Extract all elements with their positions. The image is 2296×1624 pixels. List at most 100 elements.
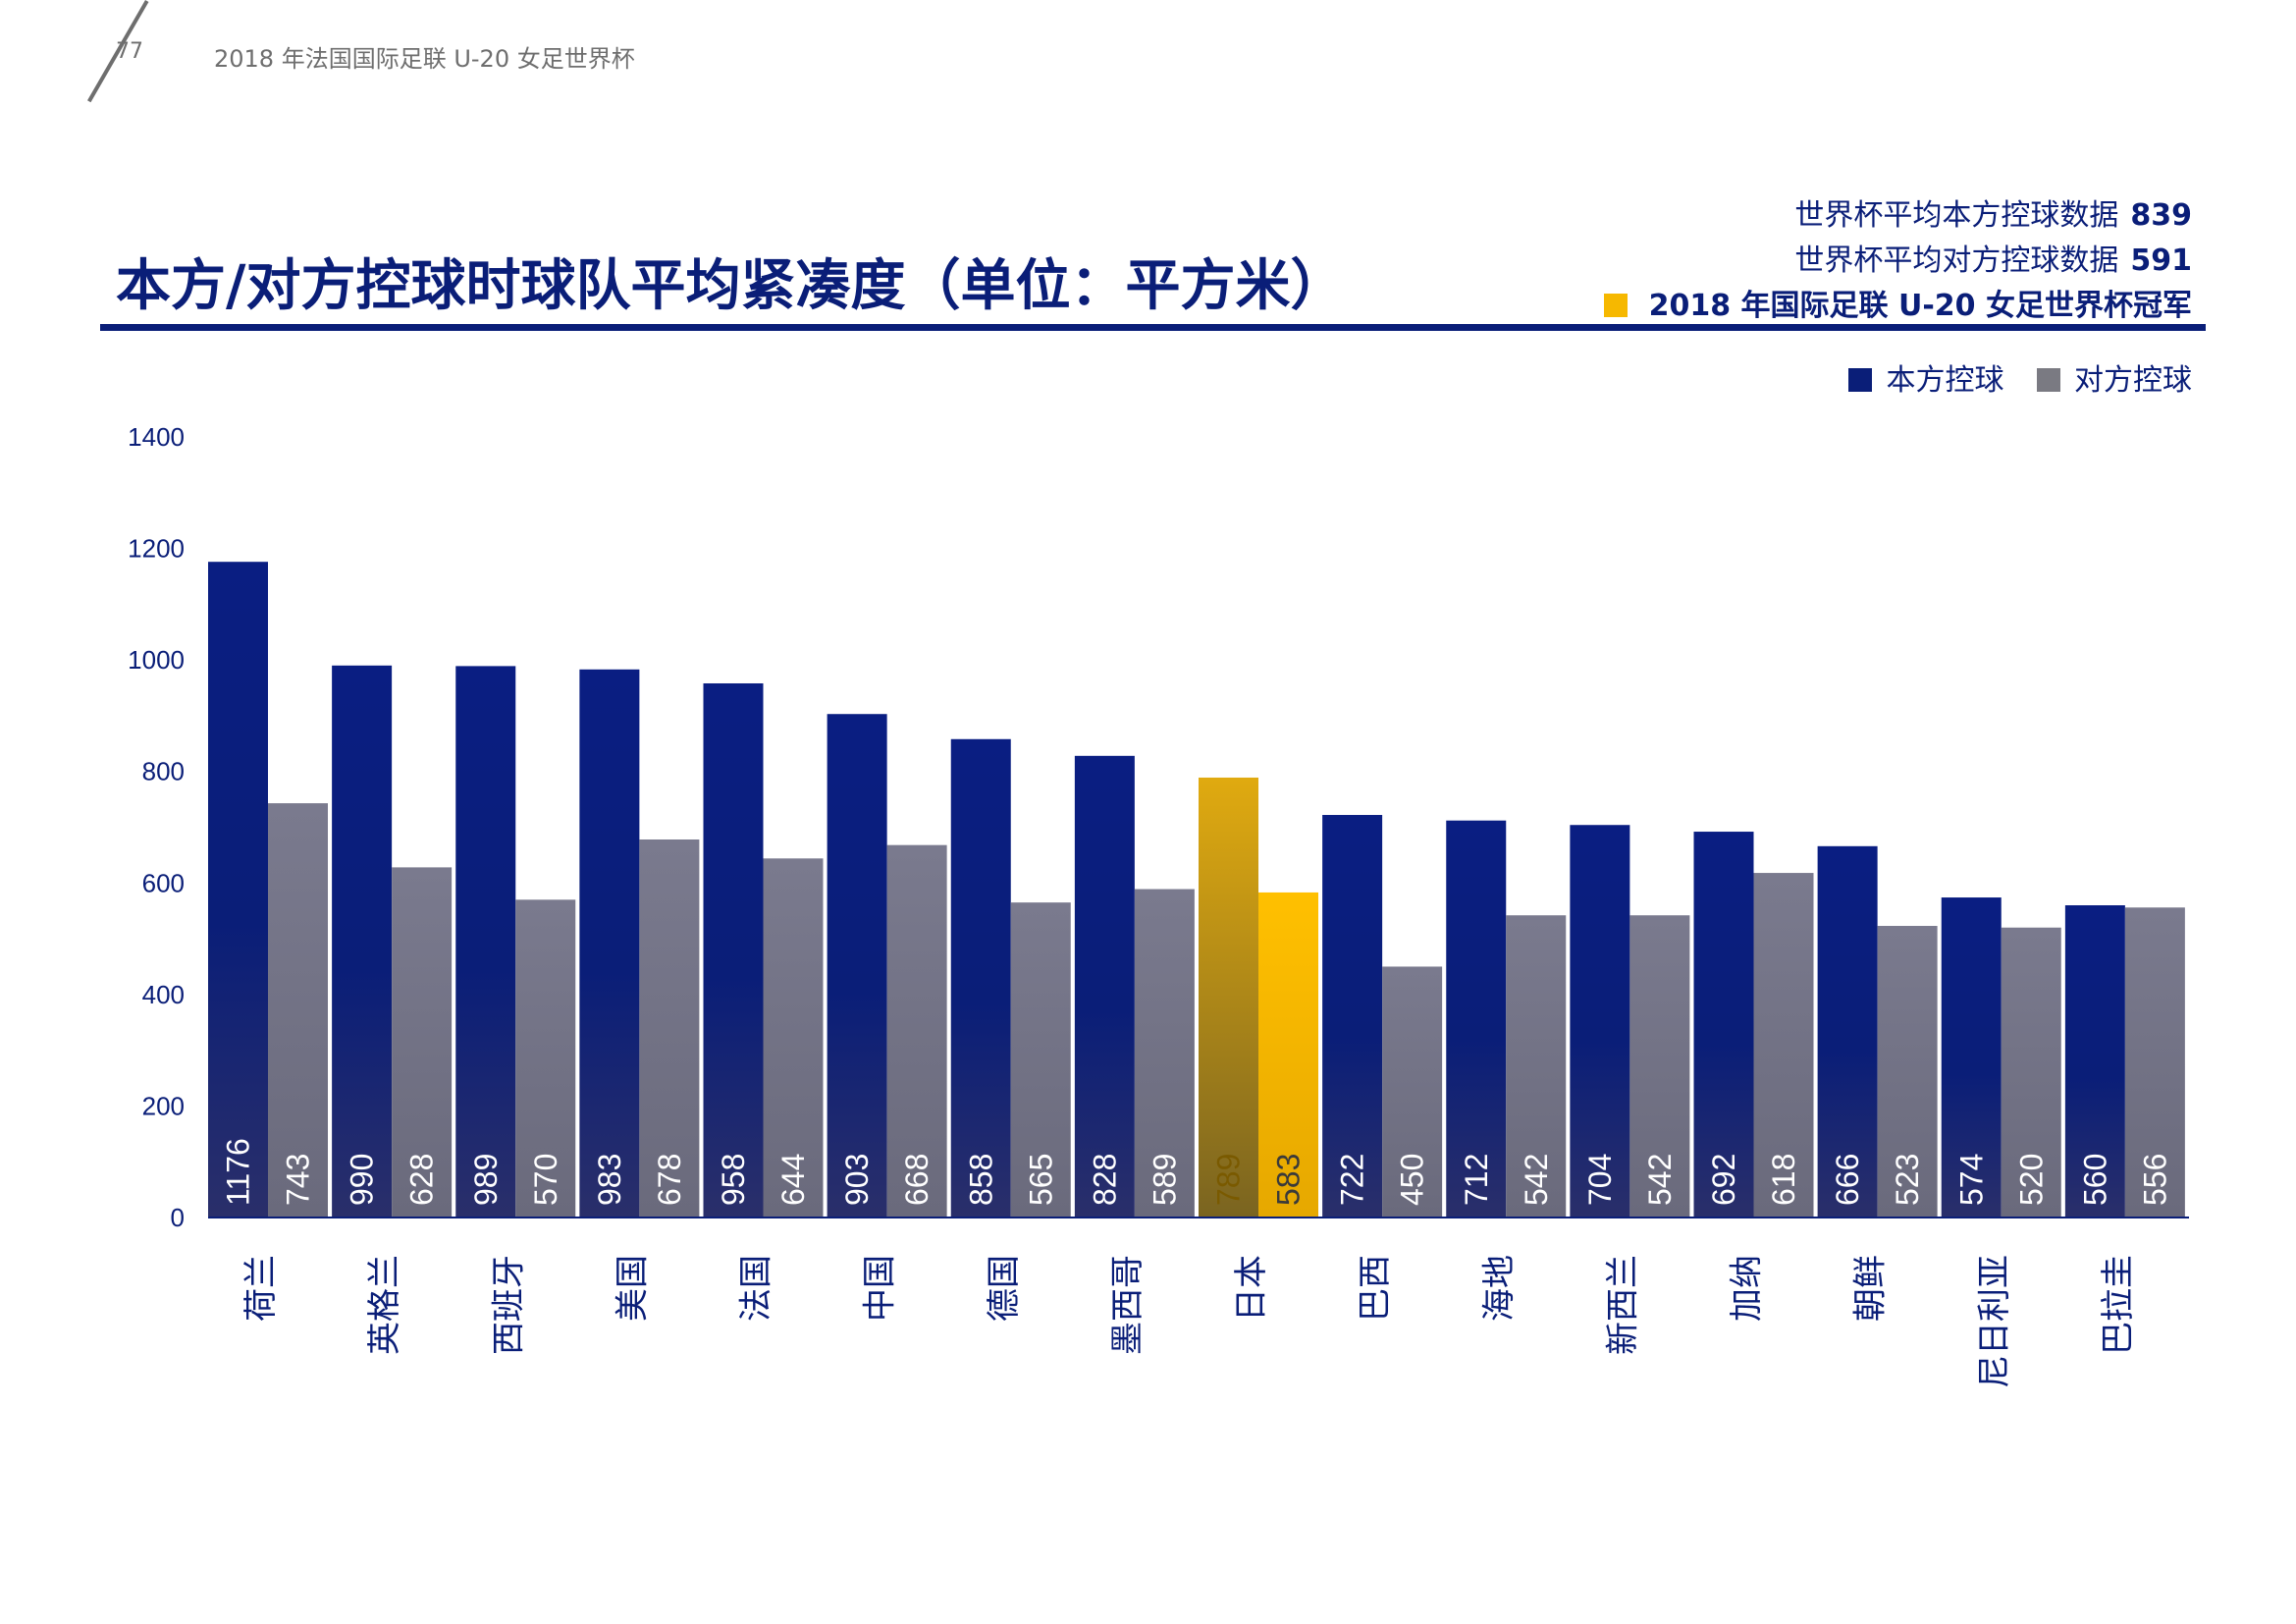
average-home-stat: 世界杯平均本方控球数据 839 — [1794, 190, 2192, 234]
category-label: 巴拉圭 — [2099, 1255, 2138, 1355]
value-label-home: 903 — [839, 1154, 875, 1206]
legend-home-label: 本方控球 — [1886, 363, 2004, 398]
value-label-away: 678 — [652, 1154, 687, 1206]
bar-away — [1506, 915, 1567, 1218]
y-tick-label: 0 — [171, 1203, 185, 1232]
champion-label: 2018 年国际足联 U-20 女足世界杯冠军 — [1648, 289, 2192, 323]
bar-away — [763, 858, 824, 1218]
bar-home — [579, 669, 640, 1218]
y-tick-label: 1200 — [128, 534, 185, 564]
value-label-away: 668 — [899, 1154, 934, 1206]
champion-legend: 2018 年国际足联 U-20 女足世界杯冠军 — [1603, 281, 2192, 324]
legend-away-swatch — [2037, 368, 2060, 392]
bar-home — [208, 562, 268, 1218]
y-tick-label: 800 — [142, 757, 185, 786]
legend-item-home: 本方控球 — [1848, 355, 2003, 399]
title-underline — [100, 324, 2206, 331]
value-label-home: 722 — [1335, 1154, 1370, 1206]
value-label-away: 450 — [1395, 1154, 1430, 1206]
category-label: 荷兰 — [241, 1255, 281, 1322]
category-label: 巴西 — [1356, 1255, 1395, 1322]
bar-away — [1877, 926, 1938, 1218]
champion-swatch — [1603, 294, 1628, 317]
y-tick-label: 1400 — [128, 422, 185, 452]
value-label-away: 583 — [1271, 1154, 1307, 1206]
bar-away — [2124, 907, 2185, 1218]
bar-home — [1941, 897, 2002, 1218]
average-home-label: 世界杯平均本方控球数据 — [1794, 198, 2119, 233]
average-home-value: 839 — [2130, 198, 2192, 233]
value-label-home: 712 — [1459, 1154, 1494, 1206]
value-label-home: 560 — [2077, 1154, 2112, 1206]
value-label-home: 990 — [345, 1154, 380, 1206]
category-label: 加纳 — [1728, 1255, 1767, 1322]
value-label-away: 565 — [1023, 1154, 1058, 1206]
category-label: 尼日利亚 — [1975, 1255, 2014, 1388]
bar-home — [1446, 820, 1507, 1218]
bar-away — [515, 899, 576, 1218]
y-tick-label: 400 — [142, 980, 185, 1009]
value-label-home: 789 — [1211, 1154, 1247, 1206]
value-label-home: 574 — [1953, 1154, 1989, 1206]
legend-home-swatch — [1848, 368, 1873, 392]
average-away-label: 世界杯平均对方控球数据 — [1794, 244, 2119, 278]
category-label: 英格兰 — [365, 1255, 404, 1355]
bar-home — [827, 714, 887, 1218]
chart-legend: 本方控球 对方控球 — [1825, 355, 2192, 399]
category-label: 墨西哥 — [1108, 1255, 1148, 1355]
bar-away — [639, 839, 700, 1218]
value-label-home: 989 — [468, 1154, 504, 1206]
value-label-away: 556 — [2137, 1154, 2172, 1206]
value-label-away: 523 — [1890, 1154, 1925, 1206]
value-label-away: 570 — [528, 1154, 563, 1206]
bar-home — [1693, 832, 1754, 1218]
legend-away-label: 对方控球 — [2074, 363, 2192, 398]
value-label-away: 618 — [1766, 1154, 1801, 1206]
y-tick-label: 200 — [142, 1091, 185, 1120]
value-label-home: 692 — [1706, 1154, 1741, 1206]
category-label: 日本 — [1232, 1255, 1271, 1322]
value-label-away: 628 — [404, 1154, 440, 1206]
y-tick-label: 600 — [142, 868, 185, 897]
value-label-home: 983 — [592, 1154, 627, 1206]
legend-item-away: 对方控球 — [2037, 355, 2192, 399]
bar-home — [455, 666, 516, 1218]
bar-home — [332, 665, 393, 1218]
value-label-home: 666 — [1830, 1154, 1865, 1206]
bar-home — [1322, 815, 1383, 1218]
average-away-value: 591 — [2130, 244, 2192, 278]
document-title: 2018 年法国国际足联 U-20 女足世界杯 — [214, 45, 635, 73]
value-label-away: 542 — [1519, 1154, 1554, 1206]
chart-title: 本方/对方控球时球队平均紧凑度（单位：平方米） — [116, 254, 1346, 318]
category-label: 新西兰 — [1603, 1255, 1642, 1355]
value-label-home: 1176 — [221, 1138, 256, 1206]
value-label-home: 704 — [1582, 1154, 1618, 1206]
value-label-home: 828 — [1087, 1154, 1122, 1206]
bar-home — [950, 738, 1011, 1218]
category-label: 西班牙 — [489, 1255, 528, 1355]
bar-home — [2064, 905, 2125, 1218]
bar-away — [1258, 892, 1318, 1218]
category-label: 美国 — [613, 1255, 652, 1322]
value-label-away: 520 — [2013, 1154, 2049, 1206]
y-tick-label: 1000 — [128, 645, 185, 675]
bar-away — [1134, 889, 1195, 1218]
value-labels: 1176 743 990 628 989 570 983 678 958 644 903 668 858… — [221, 1138, 2173, 1206]
bar-away — [1010, 902, 1071, 1218]
bar-away — [268, 803, 328, 1218]
bar-away — [1753, 873, 1814, 1218]
bar-home — [1570, 825, 1630, 1218]
y-axis: 0 200 400 600 800 1000 1200 1400 — [128, 422, 185, 1232]
bar-away — [2001, 927, 2061, 1218]
value-label-away: 743 — [281, 1154, 316, 1206]
value-label-away: 542 — [1642, 1154, 1678, 1206]
value-label-home: 958 — [716, 1154, 751, 1206]
x-axis: 荷兰 英格兰 西班牙 美国 法国 中国 德国 墨西哥 日本 巴西 海地 新西兰 加纳 朝鲜 尼日利亚 巴拉圭 — [241, 1255, 2138, 1388]
category-label: 朝鲜 — [1851, 1255, 1891, 1322]
bar-home — [1199, 777, 1258, 1218]
bar-away — [1382, 966, 1443, 1218]
bar-away — [1629, 915, 1690, 1218]
category-label: 德国 — [985, 1255, 1024, 1322]
bar-home — [1817, 845, 1878, 1218]
